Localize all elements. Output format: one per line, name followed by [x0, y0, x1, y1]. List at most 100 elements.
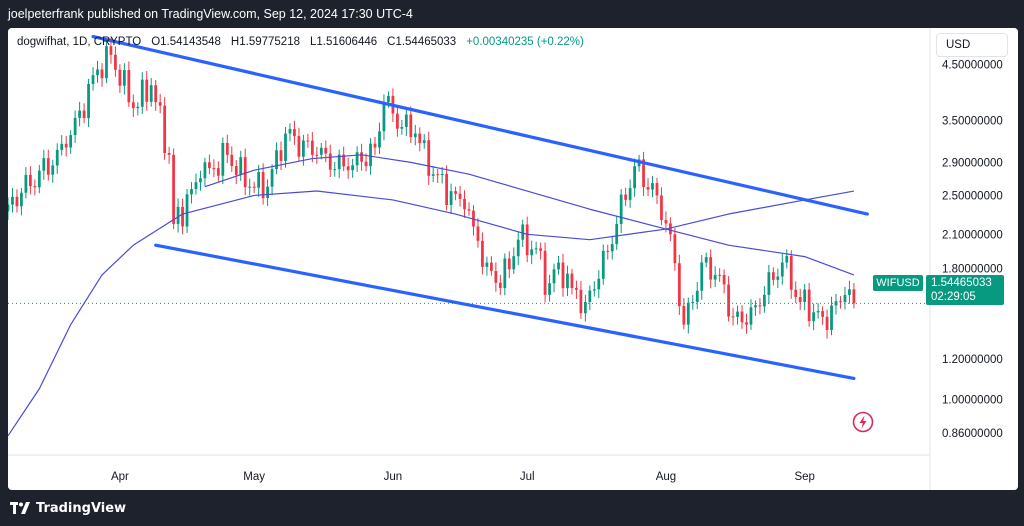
candle-body: [418, 133, 422, 144]
candle-body: [364, 161, 368, 167]
candle-body: [127, 70, 131, 103]
candle-body: [489, 262, 493, 271]
candle-body: [190, 189, 193, 195]
candle-body: [704, 257, 708, 263]
candle-body: [601, 250, 605, 279]
candle-body: [525, 224, 529, 256]
candle-body: [852, 289, 856, 304]
brand-name: TradingView: [36, 500, 127, 516]
candle-body: [463, 198, 466, 210]
legend-change: +0.00340235 (+0.22%): [466, 36, 584, 48]
candle-body: [46, 158, 50, 175]
legend-open: O1.54143548: [151, 36, 221, 48]
candle-body: [239, 157, 243, 175]
candle-body: [136, 106, 140, 109]
upper-channel-trendline: [91, 34, 869, 216]
y-tick-label: 1.20000000: [942, 354, 1003, 366]
candle-body: [740, 311, 744, 323]
candle-body: [275, 150, 278, 170]
moving-average-long-line: [8, 190, 855, 437]
candle-body: [163, 105, 167, 154]
legend-high: H1.59775218: [230, 36, 300, 48]
currency-button[interactable]: USD: [936, 33, 1008, 57]
candle-body: [566, 273, 569, 289]
candle-body: [302, 140, 305, 157]
candle-body: [686, 302, 690, 325]
candle-body: [15, 196, 19, 207]
candle-body: [172, 154, 175, 224]
candle-body: [387, 95, 390, 103]
candle-body: [789, 255, 793, 290]
candle-body: [727, 284, 730, 317]
candle-body: [673, 234, 677, 264]
bar-countdown: 02:29:05: [931, 291, 976, 303]
candle-body: [373, 143, 377, 148]
candle-body: [794, 289, 798, 298]
candle-body: [315, 154, 319, 156]
candle-body: [310, 140, 314, 155]
candle-body: [597, 278, 601, 290]
published-attribution: joelpeterfrank published on TradingView.…: [0, 0, 1024, 28]
candle-body: [355, 152, 359, 166]
legend-close: C1.54465033: [387, 36, 457, 48]
candle-body: [440, 173, 444, 176]
candle-body: [454, 191, 457, 194]
candle-body: [306, 140, 310, 142]
candle-body: [60, 143, 64, 150]
candle-body: [396, 113, 399, 129]
candle-body: [606, 250, 610, 252]
candle-body: [839, 301, 842, 303]
candle-body: [409, 114, 413, 138]
candle-body: [270, 169, 274, 187]
candle-body: [561, 262, 565, 289]
candle-body: [167, 153, 171, 155]
y-tick-label: 0.86000000: [942, 428, 1003, 440]
candle-body: [736, 311, 739, 317]
candle-body: [378, 131, 381, 148]
candle-body: [328, 153, 332, 170]
y-tick-label: 1.80000000: [942, 264, 1003, 276]
legend-low: L1.51606446: [309, 36, 378, 48]
candle-body: [767, 272, 771, 295]
lower-channel-trendline: [154, 243, 856, 380]
candle-body: [682, 306, 686, 325]
candle-body: [100, 69, 104, 79]
candle-body: [467, 209, 471, 211]
candle-body: [145, 79, 149, 102]
candle-body: [20, 192, 23, 207]
ohlc-legend: dogwifhat, 1D, CRYPTO O1.54143548 H1.597…: [17, 36, 584, 48]
price-chart[interactable]: 4.50000000 3.50000000 2.90000000 2.50000000…: [8, 28, 1018, 490]
candle-body: [24, 174, 28, 193]
x-tick-label: Jul: [520, 471, 535, 483]
lightning-icon[interactable]: [852, 411, 874, 433]
candle-body: [351, 165, 355, 171]
candle-body: [342, 154, 346, 167]
candle-body: [516, 239, 520, 257]
candle-body: [745, 322, 748, 325]
candle-body: [64, 143, 68, 148]
candle-body: [118, 69, 122, 86]
candle-body: [615, 223, 619, 245]
candle-body: [758, 305, 762, 307]
candle-body: [763, 294, 766, 307]
candle-body: [230, 154, 234, 167]
candle-body: [114, 54, 117, 70]
candle-body: [646, 187, 650, 190]
x-tick-label: Jun: [384, 471, 403, 483]
candle-body: [588, 290, 592, 302]
candle-body: [780, 262, 784, 277]
y-tick-label: 1.00000000: [942, 395, 1003, 407]
chart-panel[interactable]: 4.50000000 3.50000000 2.90000000 2.50000000…: [8, 28, 1018, 490]
last-price-tag: 1.54465033 02:29:05: [926, 275, 1004, 305]
candle-body: [449, 191, 453, 205]
y-tick-label: 4.50000000: [942, 59, 1003, 71]
legend-symbol: dogwifhat, 1D, CRYPTO: [17, 36, 142, 48]
candle-body: [400, 126, 404, 129]
moving-average-short-line: [204, 154, 855, 276]
candle-body: [194, 182, 198, 190]
candle-body: [669, 223, 672, 235]
candle-body: [154, 85, 158, 103]
candle-body: [785, 255, 789, 263]
candle-body: [297, 136, 301, 157]
candle-body: [619, 194, 623, 224]
